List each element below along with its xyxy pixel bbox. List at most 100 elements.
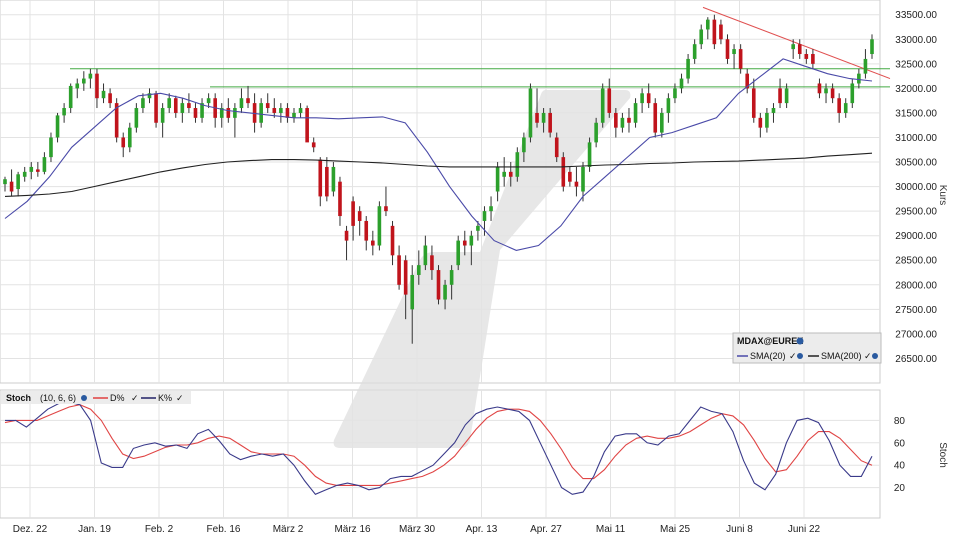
candle-up	[515, 152, 520, 177]
candle-up	[620, 117, 625, 128]
candle-down	[811, 54, 815, 64]
candle-down	[627, 117, 631, 123]
candle-up	[541, 112, 546, 123]
candle-down	[265, 103, 270, 109]
candlestick-series	[3, 14, 874, 344]
candle-up	[443, 284, 447, 300]
candle-up	[863, 58, 868, 74]
candle-down	[357, 211, 362, 221]
sma-line-sma200	[4, 152, 873, 197]
candle-down	[561, 157, 566, 187]
sma200-toggle-check-icon[interactable]: ✓	[864, 351, 872, 361]
candle-up	[75, 83, 80, 89]
x-tick-label: Feb. 2	[145, 524, 174, 535]
price-gridlines	[0, 0, 880, 518]
candle-up	[423, 245, 428, 266]
candle-down	[272, 108, 277, 113]
x-tick-label: Apr. 27	[530, 524, 562, 535]
candle-up	[528, 88, 533, 138]
candle-up	[489, 206, 493, 212]
candle-up	[699, 29, 704, 45]
candle-up	[62, 108, 66, 116]
candle-up	[219, 108, 224, 118]
candle-down	[725, 39, 730, 59]
stoch-tick-label: 80	[894, 416, 906, 427]
stoch-settings-icon[interactable]	[81, 395, 87, 401]
candle-down	[285, 108, 290, 118]
candle-up	[843, 103, 848, 113]
candle-up	[870, 39, 874, 55]
candle-up	[522, 137, 526, 153]
candle-down	[462, 240, 467, 246]
price-tick-label: 32000.00	[895, 84, 937, 95]
x-tick-label: Juni 22	[788, 524, 821, 535]
candle-down	[305, 108, 309, 143]
legend-instrument: MDAX@EUREX	[737, 336, 803, 346]
candle-down	[95, 73, 99, 99]
candle-down	[745, 73, 750, 89]
candle-up	[49, 137, 53, 158]
candle-down	[154, 93, 158, 123]
candle-up	[141, 98, 145, 109]
candle-up	[377, 206, 382, 246]
candle-down	[384, 206, 388, 212]
candle-down	[403, 260, 408, 295]
candle-up	[22, 171, 27, 177]
instrument-info-icon[interactable]	[796, 337, 804, 345]
candle-up	[88, 73, 93, 79]
candle-down	[758, 117, 763, 128]
candle-down	[390, 225, 395, 256]
candle-down	[351, 201, 355, 226]
candle-up	[292, 112, 296, 118]
candle-up	[416, 265, 421, 275]
price-tick-label: 27500.00	[895, 305, 937, 316]
price-tick-label: 31500.00	[895, 108, 937, 119]
stoch-tick-label: 40	[894, 461, 906, 472]
candle-up	[850, 83, 855, 104]
price-tick-label: 33500.00	[895, 10, 937, 21]
candle-up	[857, 73, 861, 84]
candle-up	[705, 19, 710, 30]
candle-up	[101, 90, 106, 99]
candle-down	[837, 98, 841, 113]
legend-sma200-label: SMA(200)	[821, 351, 862, 361]
candle-up	[55, 115, 60, 138]
k-toggle-check-icon[interactable]: ✓	[176, 393, 184, 403]
candle-down	[430, 255, 434, 271]
x-tick-label: Mai 11	[596, 524, 626, 535]
price-tick-label: 30000.00	[895, 182, 937, 193]
candle-down	[535, 112, 539, 123]
stochastic-series	[4, 401, 873, 495]
horizontal-support-lines	[70, 68, 890, 88]
candle-down	[719, 24, 723, 40]
x-tick-label: März 2	[273, 524, 304, 535]
sma20-toggle-check-icon[interactable]: ✓	[789, 351, 797, 361]
candle-down	[318, 159, 323, 197]
legend-d-label: D%	[110, 393, 125, 403]
candle-up	[134, 108, 139, 128]
price-tick-label: 29500.00	[895, 207, 937, 218]
candle-up	[495, 166, 500, 192]
candle-down	[653, 103, 658, 133]
candle-up	[206, 98, 211, 104]
candle-up	[482, 211, 487, 221]
candle-up	[68, 85, 73, 109]
sma20-settings-icon[interactable]	[797, 353, 803, 359]
sma200-settings-icon[interactable]	[872, 353, 878, 359]
x-tick-label: Dez. 22	[13, 524, 48, 535]
candle-up	[824, 88, 828, 94]
price-tick-label: 28500.00	[895, 256, 937, 267]
candle-up	[239, 98, 244, 109]
candle-down	[397, 255, 401, 285]
d-toggle-check-icon[interactable]: ✓	[131, 393, 139, 403]
candle-up	[587, 142, 592, 167]
candle-down	[36, 169, 40, 172]
candle-down	[108, 93, 112, 104]
candle-up	[660, 112, 664, 133]
candle-down	[114, 103, 119, 138]
candle-down	[797, 44, 802, 55]
stoch-gridlines	[0, 419, 880, 489]
candle-down	[246, 98, 250, 104]
